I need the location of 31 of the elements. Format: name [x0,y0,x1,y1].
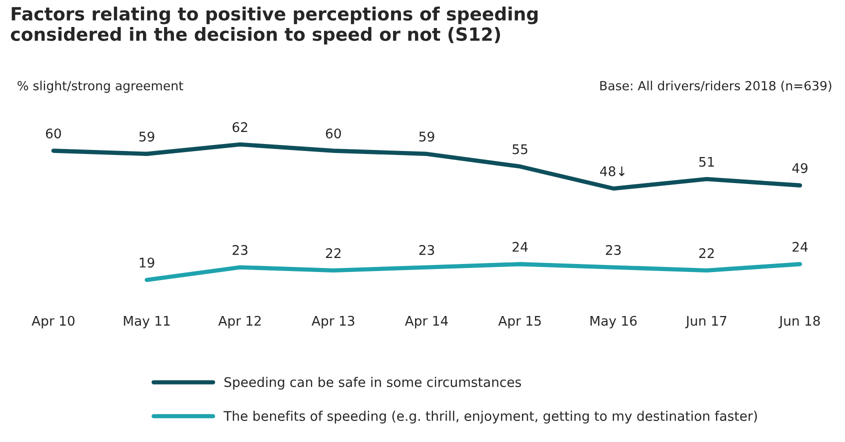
legend-label: Speeding can be safe in some circumstances [224,376,522,390]
data-label: 59 [419,132,434,142]
data-label: 51 [699,157,714,167]
data-label: 59 [139,132,154,142]
x-tick-label: Apr 14 [404,316,448,328]
data-label: 48↓ [600,166,625,176]
data-label: 23 [419,245,434,256]
data-label: 62 [232,122,248,132]
text: Base: All drivers/riders 2018 (n=639) [600,80,832,92]
data-label: 19 [140,258,154,268]
legend-label: The benefits of speeding (e.g. thrill, enjoyment, getting to my destination faster) [224,410,757,424]
data-label: 55 [512,144,528,154]
x-tick-label: May 11 [124,316,170,328]
x-tick-label: Apr 10 [32,316,74,328]
data-label: 49 [792,163,808,174]
data-label: 24 [792,242,808,252]
data-label: 23 [232,245,248,256]
x-tick-label: Jun 18 [778,316,820,328]
chart-title: Factors relating to positive perceptions of speeding considered in the decision to speed or not (S12) [10,6,538,44]
x-tick-label: Apr 15 [498,316,541,328]
x-tick-label: May 16 [590,316,637,328]
data-label: 60 [326,128,341,138]
data-label: 22 [699,248,714,258]
x-tick-label: Jun 17 [685,316,726,328]
x-tick-label: Apr 12 [218,316,261,328]
data-label: 22 [326,248,340,258]
y-axis-title: % slight/strong agreement [18,80,184,93]
x-tick-label: Apr 13 [312,316,354,328]
data-label: 23 [606,245,621,256]
data-label: 60 [46,128,61,138]
data-label: 24 [512,242,528,252]
